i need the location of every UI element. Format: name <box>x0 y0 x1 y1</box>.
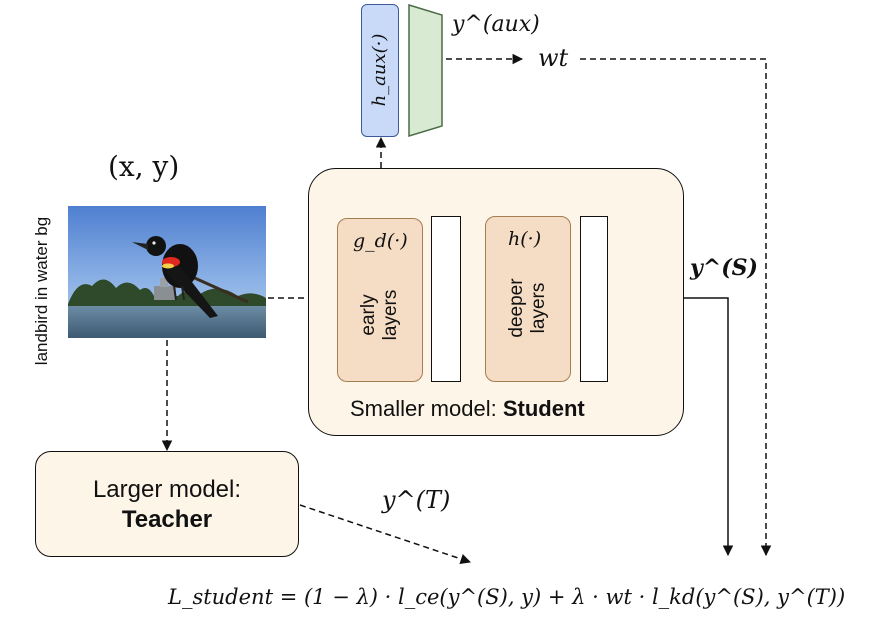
teacher-title-line1: Larger model: <box>92 476 242 503</box>
student-output-label: y^(S) <box>690 255 758 281</box>
bird-photo <box>68 206 266 338</box>
deeper-layers-label: deeper layers <box>506 258 550 358</box>
early-layers-function: g_d(·) <box>353 230 408 252</box>
aux-head-box <box>361 4 399 137</box>
wt-label: wt <box>538 44 569 72</box>
input-pair-label: (x, y) <box>108 150 180 183</box>
early-layers-block <box>337 218 423 382</box>
aux-head-label: h_aux(·) <box>369 33 390 107</box>
deeper-layers-block <box>485 216 571 382</box>
input-caption: landbird in water bg <box>32 216 51 366</box>
student-title-bold: Student <box>502 396 585 421</box>
early-layers-label-line1: early <box>358 294 379 336</box>
teacher-title: Larger model: Teacher <box>35 475 299 535</box>
deeper-layers-label-line1: deeper <box>506 278 527 338</box>
student-title-prefix: Smaller model: <box>350 396 503 421</box>
arrow-wt-to-loss <box>580 58 772 557</box>
student-loss-formula: L_student = (1 − λ) · l_ce(y^(S), y) + λ… <box>168 585 846 609</box>
aux-classifier-trapezoid <box>408 3 443 138</box>
student-feature-block <box>580 216 608 382</box>
student-title: Smaller model: Student <box>350 396 585 422</box>
early-layers-label: early layers <box>358 265 402 365</box>
teacher-output-label: y^(T) <box>382 486 451 514</box>
deeper-layers-label-line2: layers <box>528 282 549 334</box>
teacher-model-box <box>35 451 299 557</box>
feature-block <box>431 216 461 382</box>
deeper-layers-function: h(·) <box>508 228 542 250</box>
early-layers-label-line2: layers <box>380 289 401 341</box>
aux-output-label: y^(aux) <box>452 12 540 37</box>
teacher-title-bold: Teacher <box>121 506 213 533</box>
